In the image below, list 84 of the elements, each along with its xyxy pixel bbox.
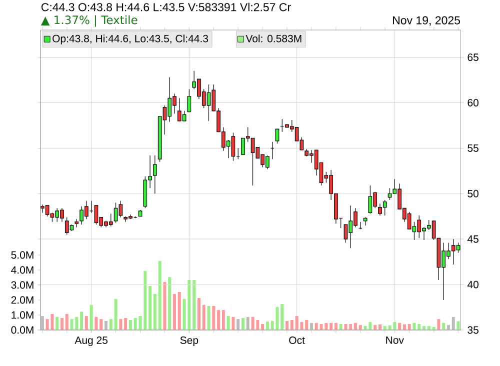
bar <box>100 319 103 330</box>
bar <box>148 286 152 330</box>
bar <box>40 316 44 330</box>
bar <box>344 324 348 330</box>
bar <box>56 316 59 330</box>
text: Nov 19, 2025 <box>393 16 460 26</box>
bar <box>119 319 122 330</box>
bar <box>207 306 210 330</box>
bar <box>197 298 200 330</box>
bar <box>314 322 318 330</box>
bar <box>90 304 93 330</box>
bar <box>408 324 411 330</box>
bar <box>134 318 137 330</box>
x-tick-label: Aug 25 <box>74 336 108 346</box>
bar <box>437 319 440 330</box>
bar <box>241 318 244 330</box>
bar <box>358 325 362 330</box>
bar <box>153 294 156 330</box>
legend-label: Op:43.8, Hi:44.6, Lo:43.5, Cl:44.3 <box>52 34 208 44</box>
bar <box>128 320 132 330</box>
bar <box>310 322 313 330</box>
bar <box>305 320 308 330</box>
bar <box>374 325 377 330</box>
bar <box>349 324 352 330</box>
bar <box>266 322 269 330</box>
bar <box>339 324 342 330</box>
y-tick-label: 55 <box>468 144 478 152</box>
y-tick-label: 1.0M <box>12 311 34 319</box>
bar <box>232 316 235 330</box>
bar <box>222 310 225 330</box>
bar <box>354 322 358 330</box>
bar <box>412 322 416 330</box>
bar <box>192 280 196 330</box>
bar <box>109 319 112 330</box>
bar <box>104 321 108 330</box>
y-tick-label: 0.0M <box>11 326 34 334</box>
bar <box>236 319 240 330</box>
y-tick-label: 35 <box>468 326 478 334</box>
bar <box>442 322 446 330</box>
bar <box>334 322 338 330</box>
bar <box>178 292 181 330</box>
bar <box>290 320 294 330</box>
bar <box>246 316 250 330</box>
bar <box>217 310 220 330</box>
x-tick-label: Sep <box>180 336 198 346</box>
chart-subtitle: ▲ 1.37% | Textile <box>40 15 138 27</box>
bar <box>163 282 166 330</box>
bar <box>173 294 176 330</box>
bar <box>226 316 230 330</box>
x-tick-label: Nov <box>386 336 404 344</box>
bar <box>80 312 84 330</box>
bar <box>398 322 402 330</box>
y-tick-label: 5.0M <box>11 251 34 259</box>
y-tick-label: 2.0M <box>11 296 34 304</box>
y-tick-label: 40 <box>467 280 478 288</box>
y-tick-label: 65 <box>468 54 478 61</box>
y-tick-label: 4.0M <box>11 266 34 274</box>
bar <box>418 324 421 330</box>
bar <box>202 304 206 330</box>
bar <box>158 261 162 330</box>
bar <box>456 321 460 330</box>
bar <box>168 277 172 330</box>
bar <box>446 325 450 330</box>
bar <box>286 321 289 330</box>
bar <box>60 318 64 330</box>
bar <box>65 314 68 330</box>
bar <box>114 298 118 330</box>
y-tick-label: 60 <box>468 99 478 106</box>
legend-label: Vol: 0.583M <box>246 34 302 42</box>
bar <box>84 316 88 330</box>
y-tick-label: 3.0M <box>11 281 34 289</box>
bar <box>261 324 264 330</box>
bar <box>94 316 98 330</box>
y-tick-label: 50 <box>468 190 478 198</box>
bar <box>330 322 333 330</box>
chart-title: C:44.3 O:43.8 H:44.6 L:43.5 V:583391 Vl:2.57 Cr <box>41 2 291 12</box>
candlestick <box>153 155 157 194</box>
bar <box>452 316 455 330</box>
x-tick-label: Oct <box>289 336 305 344</box>
bar <box>280 304 284 330</box>
bar <box>212 306 216 330</box>
y-tick-label: 45 <box>467 235 478 243</box>
candlestick <box>187 88 192 112</box>
bar <box>124 318 128 330</box>
